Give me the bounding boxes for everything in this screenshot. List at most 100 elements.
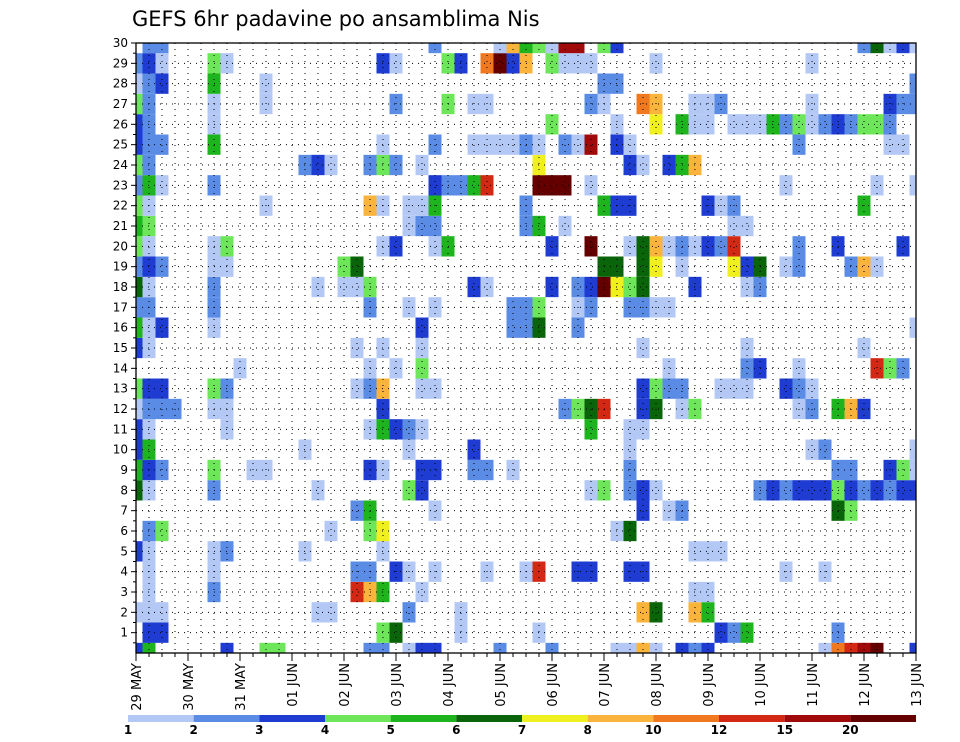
heatmap-cell: [415, 378, 429, 399]
y-tick-label: 1: [120, 626, 128, 640]
heatmap-cell: [857, 43, 871, 54]
heatmap-cell: [870, 175, 884, 196]
heatmap-cell: [558, 134, 572, 155]
heatmap-cell: [584, 134, 598, 155]
x-axis: 29 MAY 30 MAY 31 MAY 01 JUN 02 JUN 03 JUN 04 J…: [130, 653, 925, 711]
heatmap-cell: [493, 53, 507, 74]
heatmap-cell: [136, 317, 143, 338]
y-tick-label: 29: [113, 56, 128, 70]
y-tick-label: 11: [113, 422, 128, 436]
heatmap-cell: [779, 175, 793, 196]
colorbar-swatch: [719, 715, 785, 722]
heatmap-cell: [558, 398, 572, 420]
heatmap-cell: [623, 480, 637, 501]
heatmap-cell: [857, 480, 871, 501]
heatmap-cell: [740, 622, 754, 643]
y-tick-label: 4: [120, 565, 128, 579]
heatmap-cell: [571, 398, 585, 420]
heatmap-cell: [545, 114, 559, 135]
heatmap-cell: [857, 256, 871, 277]
colorbar-label: 20: [842, 723, 859, 737]
heatmap-cell: [623, 520, 637, 542]
heatmap-cell: [701, 541, 715, 562]
y-tick-label: 19: [113, 260, 128, 274]
heatmap-cell: [389, 154, 403, 176]
colorbar-label: 15: [776, 723, 793, 737]
x-tick-label: 03 JUN: [390, 663, 405, 707]
heatmap-cell: [350, 337, 364, 359]
heatmap-cell: [136, 602, 143, 623]
colorbar-swatch: [390, 715, 457, 722]
heatmap-cell: [324, 602, 338, 623]
heatmap-cell: [623, 439, 637, 460]
heatmap-cell: [779, 256, 793, 277]
heatmap-cell: [467, 134, 481, 155]
heatmap-cell: [350, 378, 364, 399]
heatmap-cell: [805, 53, 819, 74]
heatmap-cell: [688, 642, 702, 653]
y-tick-label: 16: [113, 321, 128, 335]
heatmap-cell: [415, 154, 429, 176]
colorbar-label: 4: [321, 723, 329, 737]
heatmap-cell: [636, 256, 650, 277]
heatmap-cell: [870, 114, 884, 135]
heatmap-cell: [155, 378, 169, 399]
heatmap-cell: [818, 114, 832, 135]
heatmap-cell: [909, 439, 916, 460]
heatmap-cell: [415, 480, 429, 501]
heatmap-cell: [896, 43, 910, 54]
heatmap-cell: [155, 134, 169, 155]
heatmap-cell: [818, 642, 832, 653]
heatmap-cell: [428, 175, 442, 196]
colorbar-label: 6: [452, 723, 460, 737]
colorbar-swatch: [128, 715, 194, 722]
heatmap-cell: [727, 256, 741, 277]
heatmap-cell: [883, 134, 897, 155]
heatmap-cell: [623, 419, 637, 440]
heatmap-cell: [584, 175, 598, 196]
heatmap-cell: [136, 154, 143, 176]
heatmap-cell: [136, 256, 143, 277]
heatmap-cell: [428, 236, 442, 257]
colorbar-swatch: [259, 715, 325, 722]
y-tick-label: 25: [113, 138, 128, 152]
heatmap-cell: [792, 236, 806, 257]
heatmap-cell: [636, 236, 650, 257]
heatmap-cell: [740, 378, 754, 399]
heatmap-cell: [136, 175, 143, 196]
heatmap-cell: [480, 134, 494, 155]
y-tick-label: 21: [113, 219, 128, 233]
heatmap-cell: [155, 520, 169, 542]
x-tick-label: 12 JUN: [858, 663, 873, 707]
heatmap-cell: [714, 622, 728, 643]
y-tick-label: 13: [113, 382, 128, 396]
heatmap-cell: [136, 195, 143, 216]
y-tick-label: 8: [120, 483, 128, 497]
heatmap-cell: [402, 602, 416, 623]
heatmap-cell: [571, 276, 585, 298]
heatmap-cell: [428, 642, 442, 653]
heatmap-cell: [415, 642, 429, 653]
colorbar-label: 10: [645, 723, 662, 737]
heatmap-cell: [779, 480, 793, 501]
heatmap-cell: [623, 236, 637, 257]
heatmap-cell: [779, 114, 793, 135]
heatmap-cell: [428, 43, 442, 54]
heatmap-cell: [792, 480, 806, 501]
heatmap-cell: [636, 398, 650, 420]
heatmap-cell: [857, 337, 871, 359]
heatmap-cell: [714, 378, 728, 399]
heatmap-cell: [402, 642, 416, 653]
heatmap-cell: [545, 236, 559, 257]
y-tick-label: 2: [120, 605, 128, 619]
y-tick-label: 18: [113, 280, 128, 294]
heatmap-cell: [584, 398, 598, 420]
heatmap-cell: [909, 175, 916, 196]
heatmap-cell: [727, 114, 741, 135]
y-tick-label: 22: [113, 199, 128, 213]
heatmap-cell: [571, 53, 585, 74]
heatmap-cell: [714, 236, 728, 257]
heatmap-cell: [363, 642, 377, 653]
heatmap-cell: [480, 276, 494, 298]
heatmap-cell: [740, 256, 754, 277]
